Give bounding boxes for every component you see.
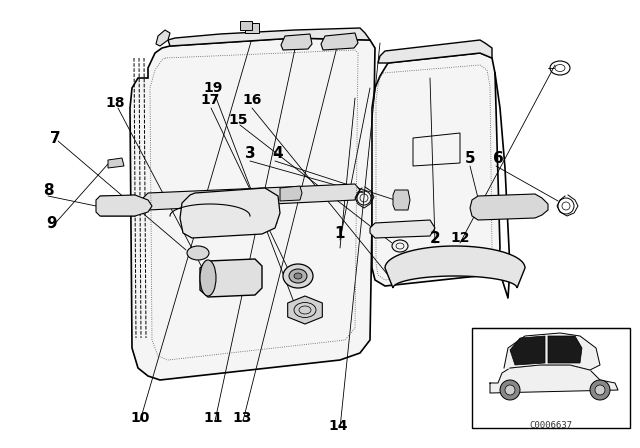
Text: 13: 13 bbox=[232, 411, 252, 425]
Text: 6: 6 bbox=[493, 151, 504, 165]
Polygon shape bbox=[370, 220, 435, 238]
Polygon shape bbox=[385, 246, 525, 288]
Circle shape bbox=[595, 385, 605, 395]
Polygon shape bbox=[168, 28, 370, 46]
Polygon shape bbox=[180, 188, 280, 238]
Ellipse shape bbox=[283, 264, 313, 288]
Polygon shape bbox=[372, 53, 500, 286]
Text: 18: 18 bbox=[105, 96, 125, 110]
Text: 19: 19 bbox=[204, 81, 223, 95]
Polygon shape bbox=[378, 40, 492, 63]
Polygon shape bbox=[490, 365, 618, 393]
Text: 9: 9 bbox=[47, 215, 58, 231]
Polygon shape bbox=[321, 33, 358, 50]
Text: 3: 3 bbox=[244, 146, 255, 160]
Text: 11: 11 bbox=[204, 411, 223, 425]
Text: 10: 10 bbox=[131, 411, 150, 425]
Ellipse shape bbox=[294, 273, 302, 279]
Polygon shape bbox=[510, 336, 545, 365]
Text: 8: 8 bbox=[43, 182, 53, 198]
Text: 1: 1 bbox=[335, 225, 345, 241]
Polygon shape bbox=[280, 186, 302, 201]
Polygon shape bbox=[281, 34, 312, 50]
Text: 15: 15 bbox=[228, 113, 248, 127]
Ellipse shape bbox=[200, 260, 216, 296]
Text: 7: 7 bbox=[50, 130, 60, 146]
Circle shape bbox=[500, 380, 520, 400]
Text: 5: 5 bbox=[465, 151, 476, 165]
Polygon shape bbox=[96, 195, 152, 216]
Circle shape bbox=[590, 380, 610, 400]
Polygon shape bbox=[287, 296, 323, 324]
Polygon shape bbox=[130, 38, 375, 380]
Text: 4: 4 bbox=[273, 146, 284, 160]
Ellipse shape bbox=[289, 269, 307, 283]
Ellipse shape bbox=[187, 246, 209, 260]
Polygon shape bbox=[143, 184, 360, 210]
Text: 12: 12 bbox=[451, 231, 470, 245]
Text: 16: 16 bbox=[243, 93, 262, 107]
Polygon shape bbox=[548, 336, 582, 363]
Polygon shape bbox=[200, 259, 262, 297]
Polygon shape bbox=[156, 30, 170, 46]
Text: 14: 14 bbox=[328, 419, 348, 433]
Polygon shape bbox=[470, 194, 548, 220]
Text: C0006637: C0006637 bbox=[529, 421, 573, 430]
Text: 2: 2 bbox=[429, 231, 440, 246]
Polygon shape bbox=[108, 158, 124, 168]
FancyBboxPatch shape bbox=[240, 21, 252, 30]
Polygon shape bbox=[504, 333, 600, 370]
Text: 17: 17 bbox=[200, 93, 220, 107]
FancyBboxPatch shape bbox=[245, 23, 259, 33]
Circle shape bbox=[505, 385, 515, 395]
Polygon shape bbox=[393, 190, 410, 210]
